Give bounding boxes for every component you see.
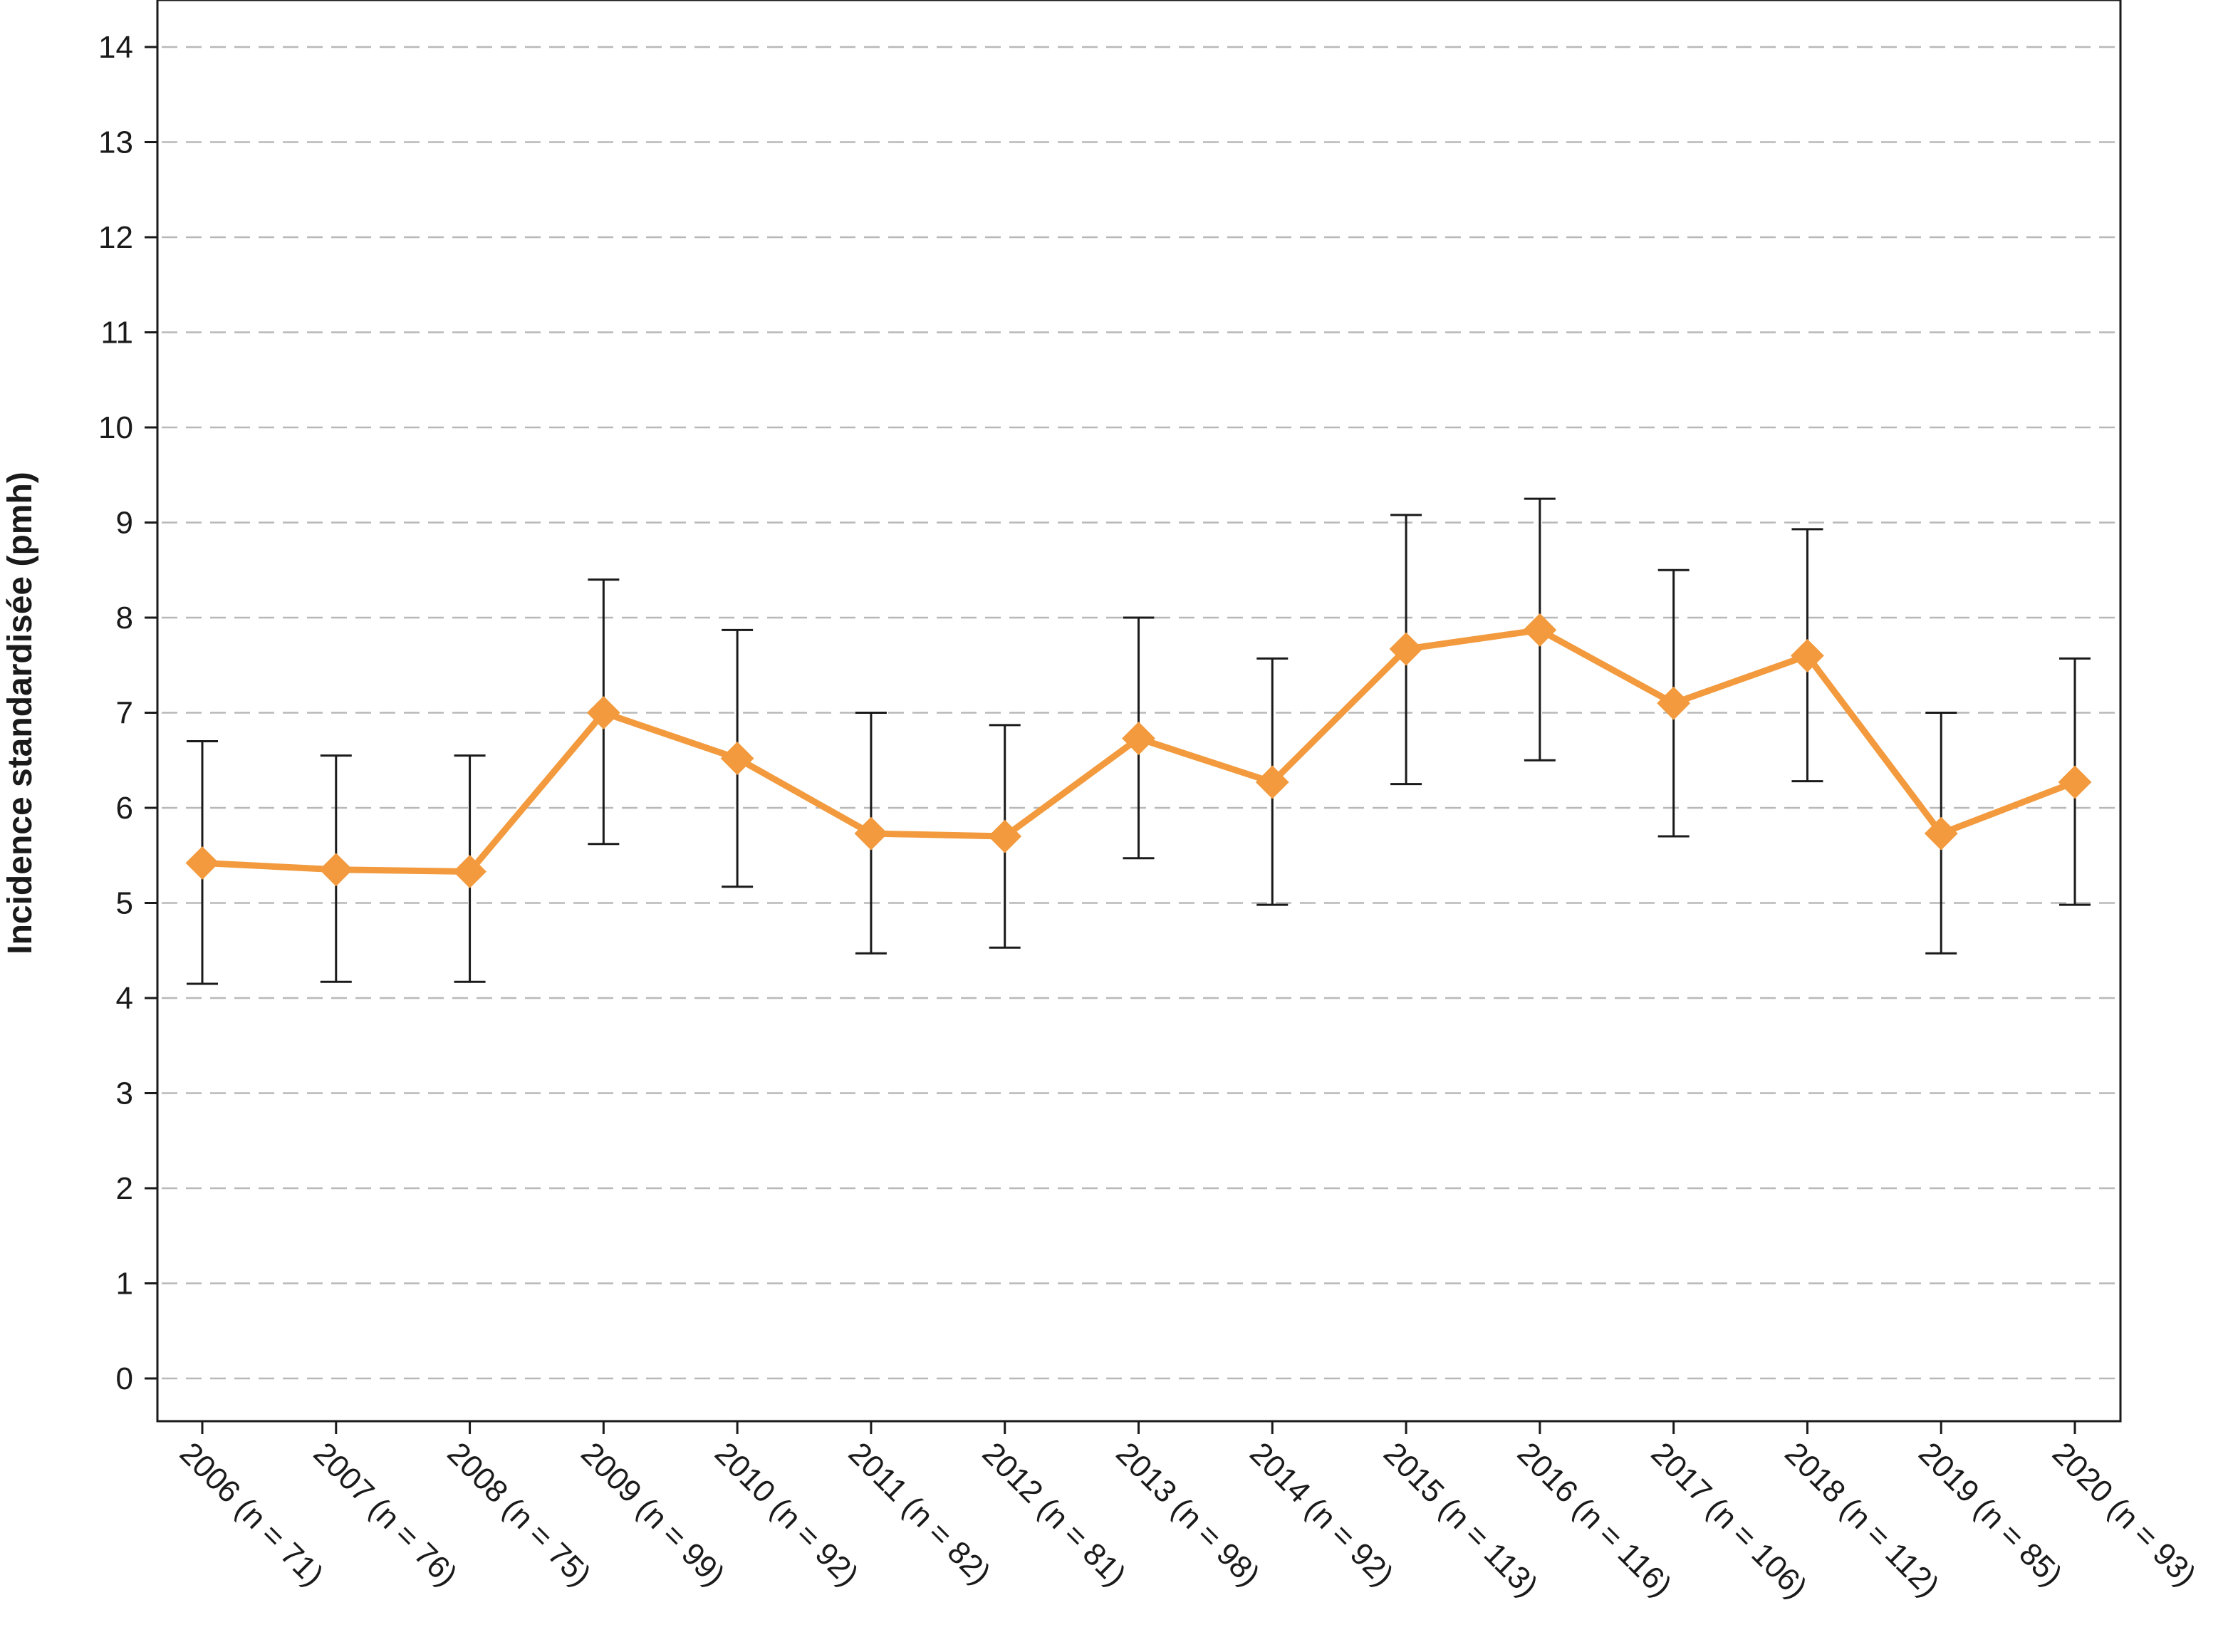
y-axis-title: Incidence standardisée (pmh) — [1, 472, 39, 955]
data-point — [453, 855, 486, 888]
y-tick-label: 6 — [116, 791, 133, 826]
y-tick-label: 5 — [116, 886, 133, 921]
x-tick-label: 2009 (n = 99) — [574, 1435, 732, 1593]
data-point — [586, 696, 620, 729]
x-tick-label: 2010 (n = 92) — [708, 1435, 865, 1593]
x-axis: 2006 (n = 71)2007 (n = 76)2008 (n = 75)2… — [173, 1421, 2203, 1605]
data-point — [720, 742, 754, 775]
data-point — [854, 816, 888, 851]
x-tick-label: 2008 (n = 75) — [441, 1435, 598, 1593]
data-point — [1389, 632, 1423, 666]
y-tick-label: 8 — [116, 601, 133, 635]
y-tick-label: 10 — [98, 410, 133, 445]
y-tick-label: 9 — [116, 506, 133, 541]
x-tick-label: 2020 (n = 93) — [2046, 1435, 2203, 1593]
data-point — [185, 846, 219, 880]
data-point — [1924, 816, 1958, 851]
data-point — [2058, 765, 2092, 799]
x-tick-label: 2012 (n = 81) — [976, 1435, 1133, 1593]
x-tick-label: 2013 (n = 98) — [1109, 1435, 1266, 1593]
data-point — [1791, 638, 1824, 672]
y-tick-label: 11 — [100, 316, 133, 350]
data-point — [1122, 722, 1155, 755]
x-tick-label: 2007 (n = 76) — [307, 1435, 464, 1593]
data-point — [1255, 765, 1289, 799]
y-tick-label: 14 — [98, 30, 133, 65]
y-tick-label: 0 — [116, 1361, 133, 1396]
y-tick-label: 3 — [116, 1076, 133, 1111]
data-markers — [185, 613, 2092, 888]
x-tick-label: 2014 (n = 92) — [1243, 1435, 1400, 1593]
y-tick-label: 1 — [116, 1267, 133, 1302]
data-point — [1657, 686, 1691, 720]
y-tick-label: 4 — [116, 981, 133, 1016]
y-tick-label: 7 — [116, 696, 133, 731]
data-point — [988, 819, 1022, 853]
data-point — [1523, 613, 1557, 647]
data-point — [319, 853, 353, 887]
y-tick-label: 2 — [116, 1171, 133, 1206]
y-tick-label: 12 — [98, 220, 133, 255]
y-tick-label: 13 — [98, 125, 133, 160]
grid-lines — [162, 46, 2116, 1380]
x-tick-label: 2006 (n = 71) — [173, 1435, 330, 1593]
